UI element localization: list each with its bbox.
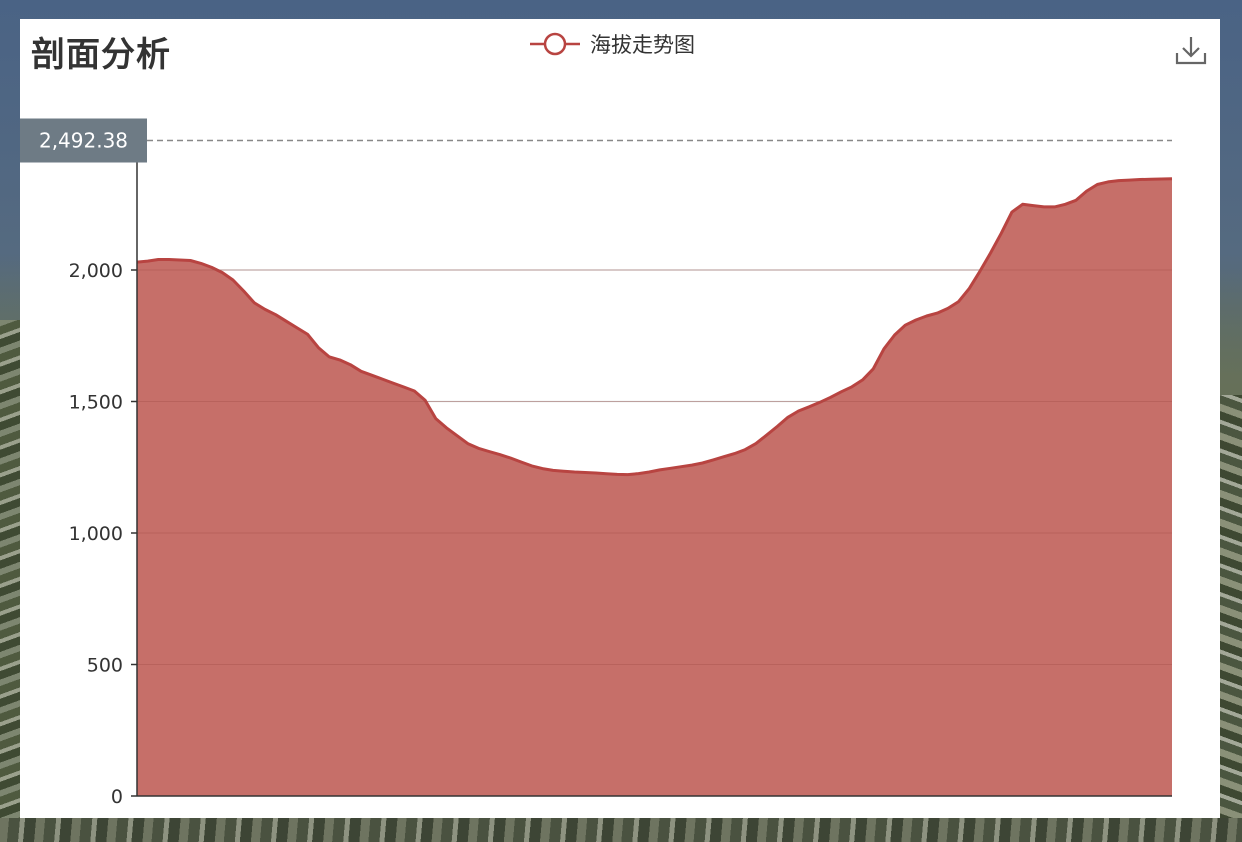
y-tick-label-0: 0 <box>111 786 123 808</box>
chart-legend[interactable]: 海拔走势图 <box>530 30 695 58</box>
max-value-tag <box>20 118 147 163</box>
terrain-strip-right <box>1220 395 1242 842</box>
elevation-area-chart: 0 500 1,000 1,500 2,000 2,492.38 <box>20 118 1173 808</box>
download-icon[interactable] <box>1174 33 1208 67</box>
terrain-strip-bottom <box>0 818 1242 842</box>
y-tick-label-500: 500 <box>87 655 123 677</box>
terrain-strip-left <box>0 320 22 842</box>
legend-label: 海拔走势图 <box>590 33 695 57</box>
profile-analysis-panel: 剖面分析 海拔走势图 0 500 1,000 1,500 2,000 2,492.38 <box>20 19 1220 818</box>
elevation-area <box>137 178 1172 796</box>
y-tick-label-1000: 1,000 <box>69 523 123 545</box>
y-tick-label-1500: 1,500 <box>69 392 123 414</box>
y-tick-label-2000: 2,000 <box>69 260 123 282</box>
panel-title: 剖面分析 <box>31 35 171 75</box>
legend-line-circle-icon <box>530 32 580 56</box>
max-value-tag-label: 2,492.38 <box>39 129 128 153</box>
elevation-line <box>136 177 1173 477</box>
